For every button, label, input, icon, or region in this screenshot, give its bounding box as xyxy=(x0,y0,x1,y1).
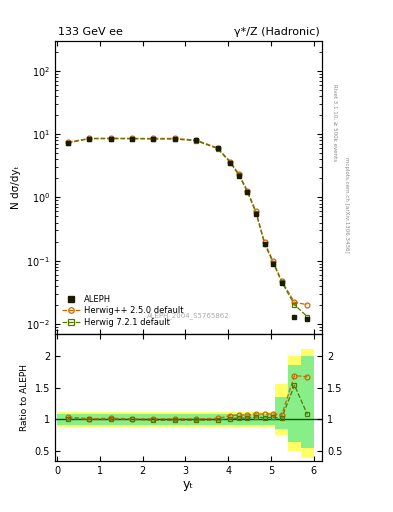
Legend: ALEPH, Herwig++ 2.5.0 default, Herwig 7.2.1 default: ALEPH, Herwig++ 2.5.0 default, Herwig 7.… xyxy=(59,292,186,329)
Text: 133 GeV ee: 133 GeV ee xyxy=(58,27,123,36)
Text: Rivet 3.1.10, ≥ 500k events: Rivet 3.1.10, ≥ 500k events xyxy=(332,84,337,161)
Text: ALEPH_2004_S5765862: ALEPH_2004_S5765862 xyxy=(147,312,230,319)
Y-axis label: N dσ/dyₜ: N dσ/dyₜ xyxy=(11,165,21,209)
X-axis label: yₜ: yₜ xyxy=(183,478,194,492)
Text: mcplots.cern.ch [arXiv:1306.3436]: mcplots.cern.ch [arXiv:1306.3436] xyxy=(344,157,349,252)
Text: γ*/Z (Hadronic): γ*/Z (Hadronic) xyxy=(234,27,320,36)
Y-axis label: Ratio to ALEPH: Ratio to ALEPH xyxy=(20,364,29,431)
